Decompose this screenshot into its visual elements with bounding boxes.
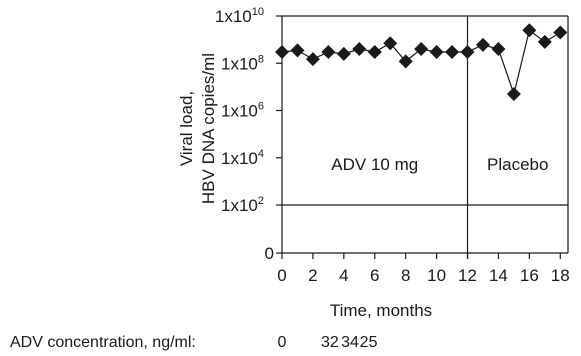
data-point [336, 46, 351, 61]
x-tick-label: 0 [277, 266, 286, 285]
y-axis-title-line: Viral load, [177, 91, 196, 166]
data-point [491, 42, 506, 57]
y-tick-label: 1x106 [221, 101, 264, 121]
data-point [414, 42, 429, 57]
data-point [445, 44, 460, 59]
viral-load-series [275, 23, 568, 101]
series-line [281, 29, 561, 97]
treatment-regions: ADV 10 mg Placebo [331, 155, 548, 174]
y-axis-title: Viral load, HBV DNA copies/ml [177, 53, 218, 204]
data-point [522, 23, 537, 38]
x-tick-label: 8 [401, 266, 410, 285]
data-point [305, 52, 320, 67]
data-point [275, 44, 289, 59]
y-axis-ticks: 0 1x102 1x104 1x106 1x108 1x1010 [215, 6, 282, 263]
x-tick-label: 2 [308, 266, 317, 285]
adv-concentration-footer: ADV concentration, ng/ml: 0 32 34 25 [10, 334, 378, 351]
footer-value: 25 [360, 334, 378, 351]
footer-value: 32 [321, 334, 339, 351]
x-axis-title: Time, months [330, 301, 432, 320]
y-tick-label: 1x102 [221, 195, 264, 215]
data-point [475, 37, 490, 52]
data-point [506, 86, 521, 101]
footer-value: 0 [278, 334, 287, 351]
data-point [429, 44, 444, 59]
y-tick-label: 1x104 [221, 148, 264, 168]
data-point [553, 25, 568, 40]
y-axis-title-line: HBV DNA copies/ml [199, 53, 218, 204]
x-tick-label: 6 [370, 266, 379, 285]
x-tick-label: 12 [458, 266, 477, 285]
region-label: ADV 10 mg [331, 155, 418, 174]
data-point [352, 42, 367, 57]
x-tick-label: 16 [520, 266, 539, 285]
x-axis-ticks: 0 2 4 6 8 10 12 14 16 18 [277, 253, 570, 285]
data-point [367, 44, 382, 59]
y-tick-label: 1x108 [221, 53, 264, 73]
region-label: Placebo [487, 155, 548, 174]
footer-label: ADV concentration, ng/ml: [10, 334, 196, 351]
y-tick-label: 1x1010 [215, 6, 264, 26]
x-tick-label: 10 [427, 266, 446, 285]
data-point [290, 43, 305, 58]
x-tick-label: 14 [489, 266, 508, 285]
y-tick-label: 0 [265, 244, 274, 263]
data-point [460, 44, 475, 59]
data-point [537, 34, 552, 49]
footer-value: 34 [341, 334, 359, 351]
data-point [398, 54, 413, 69]
x-tick-label: 4 [339, 266, 348, 285]
x-tick-label: 18 [551, 266, 570, 285]
data-point [321, 44, 336, 59]
data-point [383, 36, 398, 51]
